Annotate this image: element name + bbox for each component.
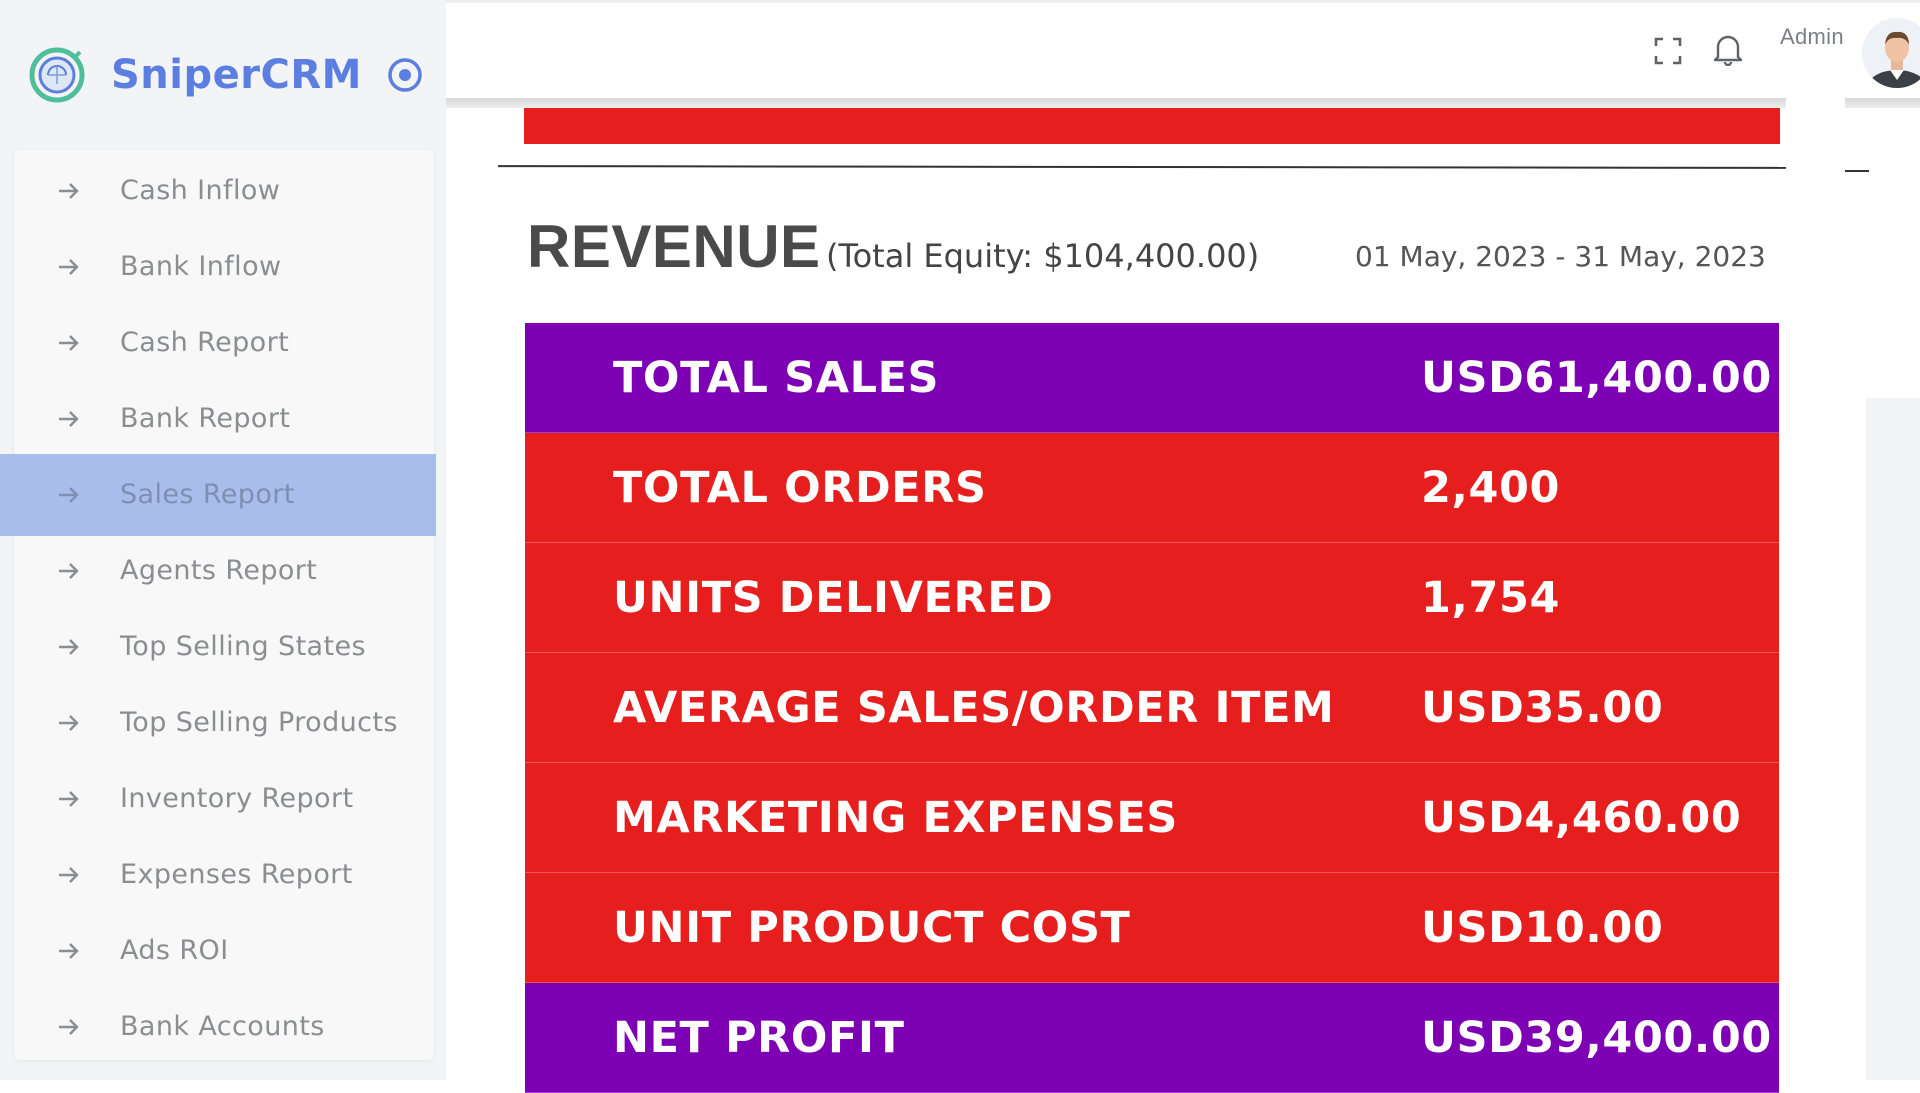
row-value: USD35.00 bbox=[1421, 682, 1664, 733]
sidebar-item-agents-report[interactable]: Agents Report bbox=[0, 530, 450, 612]
section-divider bbox=[1845, 170, 1869, 172]
arrow-right-icon bbox=[57, 256, 81, 278]
sidebar-item-label: Inventory Report bbox=[120, 783, 354, 814]
table-row: TOTAL ORDERS 2,400 bbox=[525, 433, 1779, 543]
table-row: UNIT PRODUCT COST USD10.00 bbox=[525, 873, 1779, 983]
sidebar-item-sales-report[interactable]: Sales Report bbox=[0, 454, 436, 536]
arrow-right-icon bbox=[57, 940, 81, 962]
sidebar: SniperCRM Cash Inflow Bank Inflow Cash R… bbox=[0, 0, 446, 1080]
row-value: USD10.00 bbox=[1421, 902, 1664, 953]
sidebar-item-expenses-report[interactable]: Expenses Report bbox=[0, 834, 450, 916]
row-label: NET PROFIT bbox=[613, 1012, 905, 1063]
arrow-right-icon bbox=[57, 180, 81, 202]
sidebar-item-cash-report[interactable]: Cash Report bbox=[0, 302, 450, 384]
table-row: MARKETING EXPENSES USD4,460.00 bbox=[525, 763, 1779, 873]
sidebar-item-top-selling-products[interactable]: Top Selling Products bbox=[0, 682, 450, 764]
arrow-right-icon bbox=[57, 332, 81, 354]
arrow-right-icon bbox=[57, 408, 81, 430]
row-label: AVERAGE SALES/ORDER ITEM bbox=[613, 682, 1335, 733]
row-value: USD61,400.00 bbox=[1421, 352, 1772, 403]
row-label: UNIT PRODUCT COST bbox=[613, 902, 1131, 953]
top-bar-shadow bbox=[446, 98, 1786, 108]
sidebar-item-label: Top Selling States bbox=[120, 631, 366, 662]
row-label: UNITS DELIVERED bbox=[613, 572, 1054, 623]
row-value: 2,400 bbox=[1421, 462, 1561, 513]
revenue-table: TOTAL SALES USD61,400.00 TOTAL ORDERS 2,… bbox=[525, 323, 1779, 1093]
sidebar-toggle-icon[interactable] bbox=[386, 56, 424, 94]
sidebar-item-bank-report[interactable]: Bank Report bbox=[0, 378, 450, 460]
table-row: AVERAGE SALES/ORDER ITEM USD35.00 bbox=[525, 653, 1779, 763]
brand-logo-icon[interactable] bbox=[28, 46, 86, 104]
row-label: TOTAL SALES bbox=[613, 352, 940, 403]
previous-section-bar bbox=[524, 108, 1780, 144]
sidebar-item-cash-inflow[interactable]: Cash Inflow bbox=[0, 150, 450, 232]
total-equity: (Total Equity: $104,400.00) bbox=[826, 237, 1260, 275]
row-value: USD4,460.00 bbox=[1421, 792, 1742, 843]
sidebar-menu: Cash Inflow Bank Inflow Cash Report Bank… bbox=[0, 150, 436, 1060]
brand-name[interactable]: SniperCRM bbox=[111, 52, 362, 98]
sidebar-item-label: Top Selling Products bbox=[120, 707, 398, 738]
arrow-right-icon bbox=[57, 484, 81, 506]
arrow-right-icon bbox=[57, 864, 81, 886]
table-row: UNITS DELIVERED 1,754 bbox=[525, 543, 1779, 653]
sidebar-item-label: Bank Report bbox=[120, 403, 291, 434]
date-range: 01 May, 2023 - 31 May, 2023 bbox=[1355, 240, 1766, 273]
sidebar-item-bank-inflow[interactable]: Bank Inflow bbox=[0, 226, 450, 308]
sidebar-item-label: Expenses Report bbox=[120, 859, 353, 890]
arrow-right-icon bbox=[57, 636, 81, 658]
brand: SniperCRM bbox=[28, 42, 428, 108]
top-bar-shadow bbox=[1845, 98, 1920, 108]
row-label: TOTAL ORDERS bbox=[613, 462, 987, 513]
sidebar-item-label: Bank Inflow bbox=[120, 251, 282, 282]
table-row: NET PROFIT USD39,400.00 bbox=[525, 983, 1779, 1093]
row-value: USD39,400.00 bbox=[1421, 1012, 1772, 1063]
arrow-right-icon bbox=[57, 560, 81, 582]
sidebar-item-label: Cash Inflow bbox=[120, 175, 281, 206]
arrow-right-icon bbox=[57, 712, 81, 734]
sidebar-item-top-selling-states[interactable]: Top Selling States bbox=[0, 606, 450, 688]
sidebar-item-label: Sales Report bbox=[120, 479, 295, 510]
table-row: TOTAL SALES USD61,400.00 bbox=[525, 323, 1779, 433]
sidebar-item-label: Cash Report bbox=[120, 327, 290, 358]
bell-icon[interactable] bbox=[1712, 32, 1744, 67]
sidebar-item-ads-roi[interactable]: Ads ROI bbox=[0, 910, 450, 992]
avatar[interactable] bbox=[1862, 18, 1920, 88]
sidebar-item-label: Agents Report bbox=[120, 555, 318, 586]
row-value: 1,754 bbox=[1421, 572, 1561, 623]
row-label: MARKETING EXPENSES bbox=[613, 792, 1178, 843]
sidebar-item-bank-accounts[interactable]: Bank Accounts bbox=[0, 986, 450, 1068]
fullscreen-icon[interactable] bbox=[1653, 36, 1683, 66]
sidebar-item-label: Ads ROI bbox=[120, 935, 229, 966]
user-name[interactable]: Admin bbox=[1780, 24, 1844, 49]
right-gutter bbox=[1866, 108, 1920, 398]
arrow-right-icon bbox=[57, 788, 81, 810]
sidebar-item-inventory-report[interactable]: Inventory Report bbox=[0, 758, 450, 840]
sidebar-item-label: Bank Accounts bbox=[120, 1011, 325, 1042]
top-bar bbox=[446, 0, 1920, 100]
arrow-right-icon bbox=[57, 1016, 81, 1038]
page-title: REVENUE bbox=[527, 213, 821, 280]
